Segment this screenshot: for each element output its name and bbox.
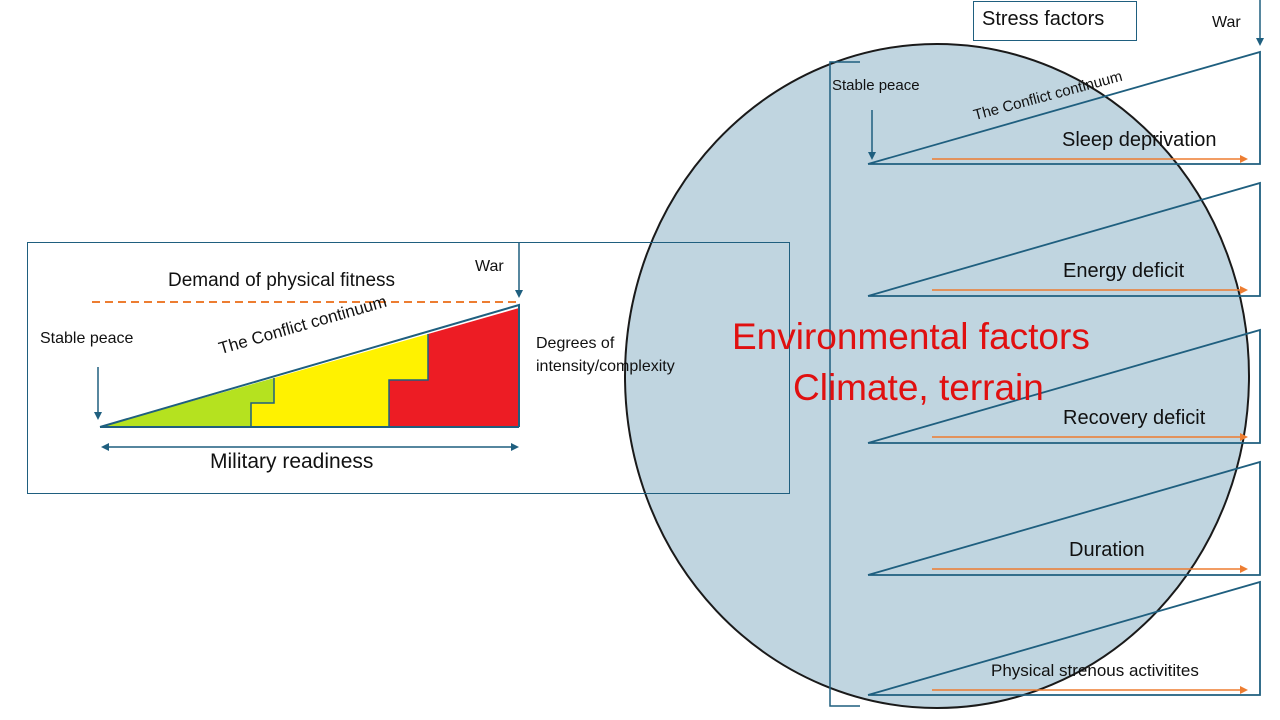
stable-peace-label-right: Stable peace <box>832 77 920 94</box>
stress-factors-title-box <box>973 1 1137 41</box>
right-panel <box>829 0 1264 707</box>
demand-label: Demand of physical fitness <box>168 270 396 291</box>
left-panel-frame <box>27 242 790 494</box>
factor-triangle <box>867 460 1261 576</box>
zone-high <box>389 308 519 427</box>
war-label-right: War <box>1212 14 1241 31</box>
environment-circle <box>624 43 1250 709</box>
environment-title: Environmental factors <box>732 316 1090 357</box>
stress-factors-title: Stress factors <box>982 8 1105 30</box>
factor-triangle <box>867 181 1261 297</box>
factor-triangle <box>867 328 1261 444</box>
factor-triangle <box>867 50 1261 165</box>
readiness-label: Military readiness <box>210 450 374 473</box>
factor-label-energy: Energy deficit <box>1063 260 1185 282</box>
degrees-label-line1: Degrees of <box>536 335 615 352</box>
factor-label-recovery: Recovery deficit <box>1063 407 1206 429</box>
factor-label-physical: Physical strenous activitites <box>991 661 1199 680</box>
factor-label-sleep: Sleep deprivation <box>1062 129 1217 151</box>
factors-bracket <box>829 61 860 707</box>
environment-subtitle: Climate, terrain <box>793 367 1044 408</box>
factor-label-duration: Duration <box>1069 539 1145 561</box>
step-outline <box>388 334 429 427</box>
step-outline <box>250 378 275 427</box>
continuum-slope <box>99 303 520 428</box>
stable-peace-label-left: Stable peace <box>40 330 134 347</box>
zone-mid <box>251 334 428 427</box>
degrees-label-line2: intensity/complexity <box>536 358 675 375</box>
left-panel <box>92 242 523 451</box>
war-label-left: War <box>475 258 504 275</box>
factor-triangle <box>867 580 1261 696</box>
